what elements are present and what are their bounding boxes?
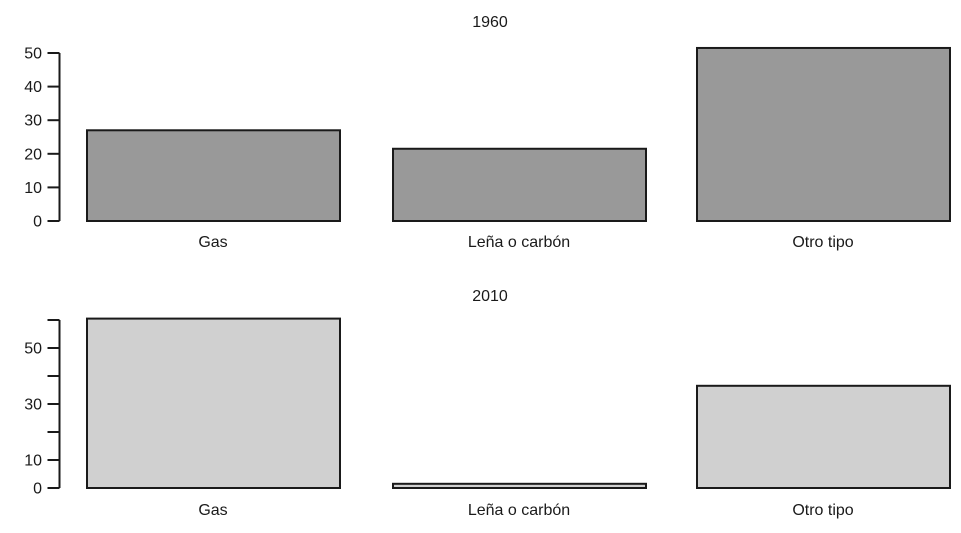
bar-otro-tipo [696,46,951,222]
category-label-gas: Gas [198,502,227,519]
category-label-lena-o-carbon: Leña o carbón [468,234,570,251]
bar-le-a-o-carb-n [392,147,647,222]
category-label-otro-tipo: Otro tipo [792,234,853,251]
bar-gas [86,129,341,222]
chart-1960: 1960 0 10 20 30 40 50 Gas Leña o carbón Otro … [0,0,961,266]
bar-otro-tipo [696,384,951,489]
bar-chart-2010-svg: 2010 0 10 30 50 Gas Leña o carbón Otro tipo [24,288,951,519]
y-tick-label: 20 [24,146,42,163]
y-tick-label: 0 [33,481,42,498]
y-tick-label: 40 [24,79,42,96]
plot-area-1960: 0 10 20 30 40 50 [24,46,951,231]
y-tick-label: 30 [24,113,42,130]
category-label-otro-tipo: Otro tipo [792,502,853,519]
plot-area-2010: 0 10 30 50 [24,317,951,498]
bar-chart-1960-svg: 1960 0 10 20 30 40 50 Gas Leña o carbón Otro … [24,14,951,251]
chart-2010: 2010 0 10 30 50 Gas Leña o carbón Otro tipo [0,267,961,533]
chart-title-1960: 1960 [472,14,508,31]
bar-le-a-o-carb-n [392,482,647,490]
bar-gas [86,317,341,489]
y-tick-label: 10 [24,453,42,470]
y-tick-label: 10 [24,180,42,197]
y-tick-label: 50 [24,46,42,63]
category-label-gas: Gas [198,234,227,251]
y-tick-label: 0 [33,214,42,231]
y-tick-label: 30 [24,397,42,414]
chart-title-2010: 2010 [472,288,508,305]
y-tick-label: 50 [24,341,42,358]
category-label-lena-o-carbon: Leña o carbón [468,502,570,519]
